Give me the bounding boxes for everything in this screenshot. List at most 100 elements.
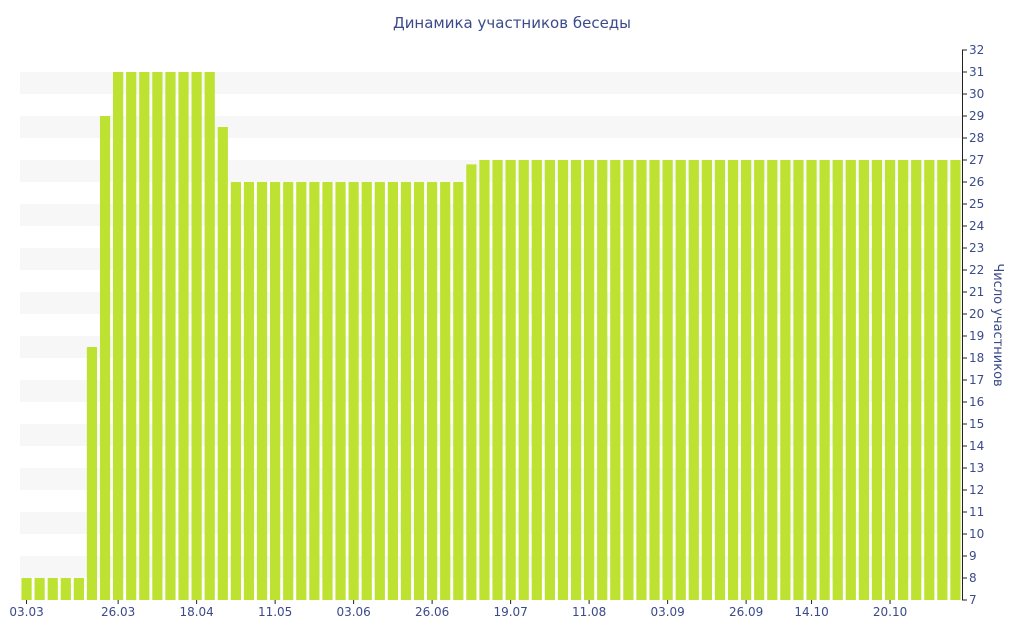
bar [505, 160, 516, 600]
bars [21, 72, 961, 600]
bar [348, 182, 359, 600]
bar [884, 160, 896, 600]
bar [139, 72, 150, 600]
bar [597, 160, 608, 600]
bar [793, 160, 804, 600]
y-tick-label: 29 [969, 109, 984, 123]
y-tick-label: 23 [969, 241, 984, 255]
bar [819, 160, 830, 600]
x-tick-label: 03.06 [336, 605, 370, 619]
bar [21, 578, 32, 600]
bar [950, 160, 961, 600]
bar [898, 160, 909, 600]
bar [243, 182, 255, 600]
bar [191, 72, 202, 600]
y-tick-label: 28 [969, 131, 984, 145]
y-tick-label: 17 [969, 373, 984, 387]
x-axis-ticks: 03.03 26.03 18.04 11.05 03.06 26.06 19.07 11.08… [9, 600, 907, 619]
y-tick-label: 31 [969, 65, 984, 79]
x-tick-label: 18.04 [179, 605, 213, 619]
bar [767, 160, 778, 600]
y-tick-label: 19 [969, 329, 984, 343]
grid-band [20, 292, 962, 314]
y-tick-label: 20 [969, 307, 984, 321]
bar [230, 182, 241, 600]
bar [570, 160, 582, 600]
bar [440, 182, 451, 600]
bar [649, 160, 660, 600]
bar [217, 127, 228, 600]
x-tick-label: 26.03 [101, 605, 135, 619]
bar [361, 182, 372, 600]
y-tick-label: 13 [969, 461, 984, 475]
x-tick-label: 14.10 [794, 605, 828, 619]
bar [845, 160, 856, 600]
bar [60, 578, 71, 600]
bar [335, 182, 346, 600]
bar [322, 182, 333, 600]
bar [858, 160, 869, 600]
bar [518, 160, 529, 600]
y-tick-label: 22 [969, 263, 984, 277]
bar [165, 72, 176, 600]
bar [427, 182, 438, 600]
bar [283, 182, 294, 600]
y-tick-label: 8 [969, 571, 977, 585]
bar [871, 160, 883, 600]
x-tick-label: 03.09 [650, 605, 684, 619]
y-tick-label: 10 [969, 527, 984, 541]
bar [178, 72, 189, 600]
bar [309, 182, 320, 600]
bar [453, 182, 464, 600]
bar [688, 160, 699, 600]
bar [296, 182, 307, 600]
bar [623, 160, 634, 600]
y-tick-label: 12 [969, 483, 984, 497]
bar [924, 160, 935, 600]
bar [584, 160, 595, 600]
x-tick-label: 11.05 [258, 605, 292, 619]
y-tick-label: 32 [969, 43, 984, 57]
y-tick-label: 30 [969, 87, 984, 101]
bar [531, 160, 542, 600]
chart-title: Динамика участников беседы [393, 14, 631, 32]
y-tick-label: 16 [969, 395, 984, 409]
y-tick-label: 21 [969, 285, 984, 299]
grid-band [20, 468, 962, 490]
bar [113, 72, 124, 600]
bar [636, 160, 647, 600]
grid-band [20, 336, 962, 358]
grid-band [20, 556, 962, 578]
grid-bands [20, 72, 962, 578]
grid-band [20, 424, 962, 446]
bar [413, 182, 425, 600]
bar [911, 160, 922, 600]
x-tick-label: 20.10 [873, 605, 907, 619]
y-axis-label: Число участников [990, 263, 1005, 386]
y-tick-label: 7 [969, 593, 977, 607]
x-tick-label: 03.03 [9, 605, 43, 619]
grid-band [20, 380, 962, 402]
y-axis-ticks: 7 8 9 10 11 12 13 14 15 16 17 18 19 20 21 22 23 24 25 26 27 2… [962, 43, 984, 607]
bar [126, 72, 137, 600]
bar [99, 116, 111, 600]
bar [387, 182, 398, 600]
bar [374, 182, 385, 600]
bar [806, 160, 817, 600]
bar [610, 160, 621, 600]
y-tick-label: 14 [969, 439, 984, 453]
bar [204, 72, 215, 600]
x-tick-label: 19.07 [493, 605, 527, 619]
y-tick-label: 18 [969, 351, 984, 365]
bar [701, 160, 712, 600]
x-tick-label: 26.09 [729, 605, 763, 619]
y-tick-label: 26 [969, 175, 984, 189]
grid-band [20, 204, 962, 226]
bar [741, 160, 752, 600]
bar [754, 160, 765, 600]
bar [256, 182, 268, 600]
bar [479, 160, 490, 600]
bar [832, 160, 843, 600]
